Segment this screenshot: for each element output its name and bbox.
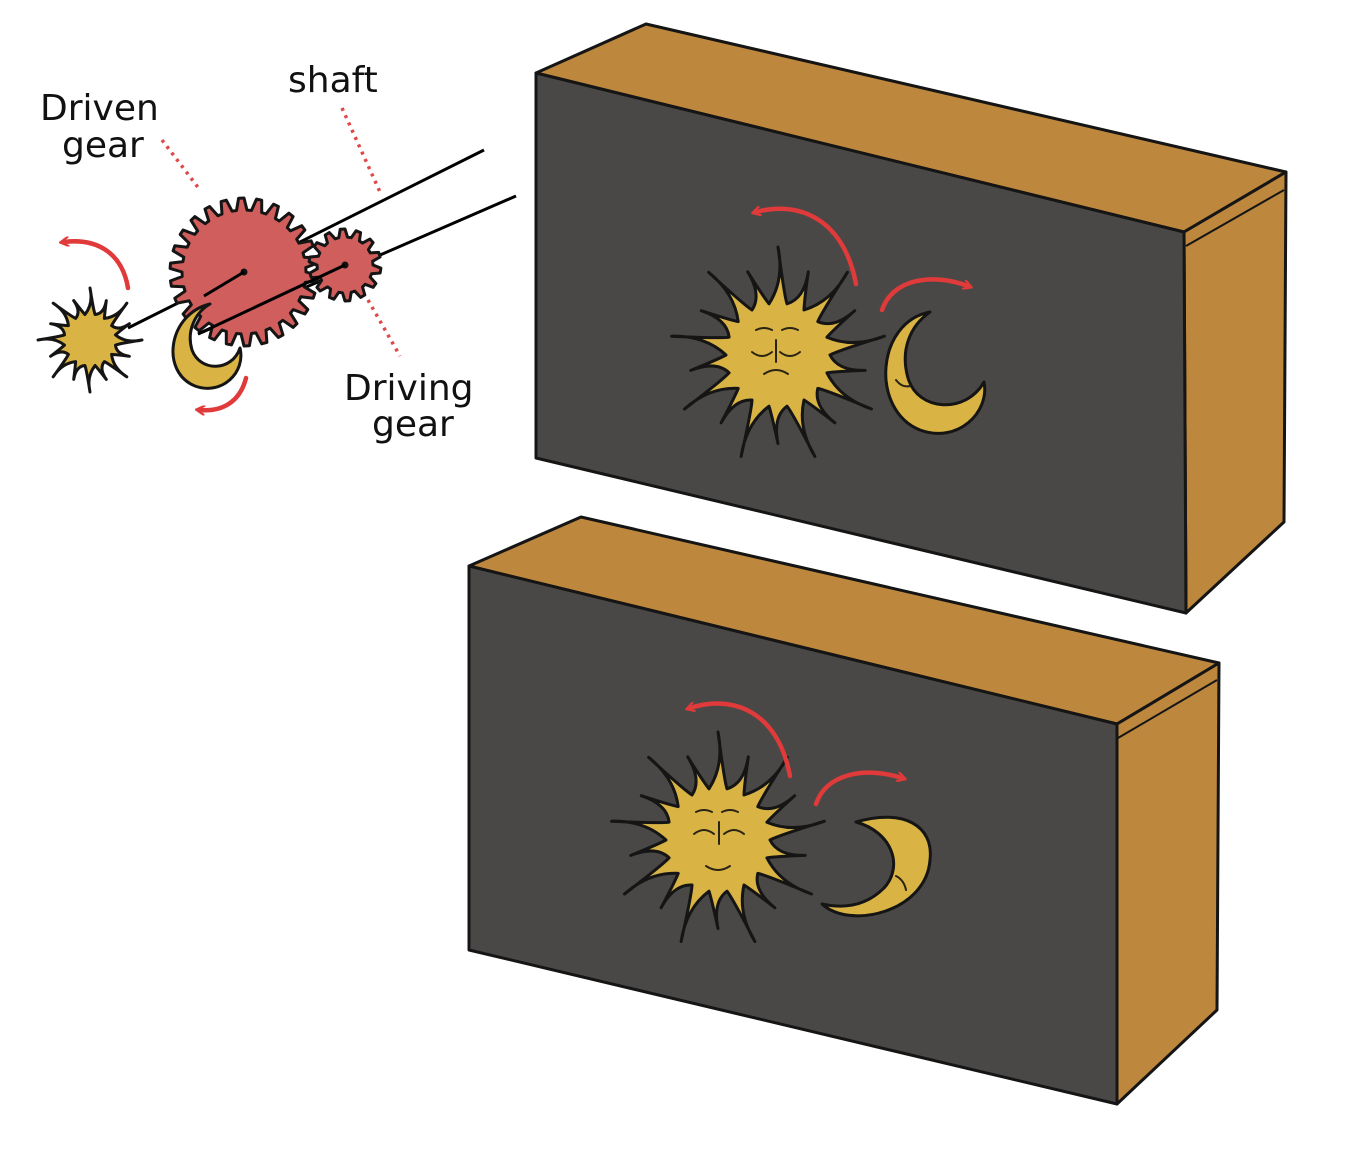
box-lower-front [467, 564, 1119, 1106]
box-lower-sun-rotation-arrow [690, 701, 793, 779]
driven-gear-label-line1: Driven [40, 88, 159, 129]
small-moon-icon [171, 302, 243, 390]
box-upper-sun-icon [670, 245, 886, 458]
driven-gear-label-line2: gear [62, 125, 144, 166]
box-upper-moon-rotation-arrow [879, 277, 968, 313]
small-sun-icon [36, 286, 144, 394]
box-upper-moon-icon [884, 310, 987, 435]
box-lower-moon-icon [820, 815, 932, 918]
small-moon-rotation-arrow [200, 375, 249, 410]
driving-gear-label-line2: gear [372, 404, 454, 445]
box-upper-sun-rotation-arrow [756, 209, 859, 287]
display-box-upper [534, 22, 1288, 615]
display-box-lower [467, 515, 1221, 1106]
driving-gear-label-line1: Driving [344, 368, 474, 409]
mechanism-exploded-view: Driven gear shaft Driving gear [36, 60, 517, 445]
driven-gear-leader [160, 138, 202, 192]
driving-gear-leader [366, 299, 402, 357]
shaft-leader [340, 107, 382, 193]
box-lower-sun-icon [610, 730, 826, 943]
small-sun-rotation-arrow [64, 241, 131, 291]
box-lower-moon-rotation-arrow [813, 770, 902, 807]
shaft-label: shaft [288, 60, 378, 101]
